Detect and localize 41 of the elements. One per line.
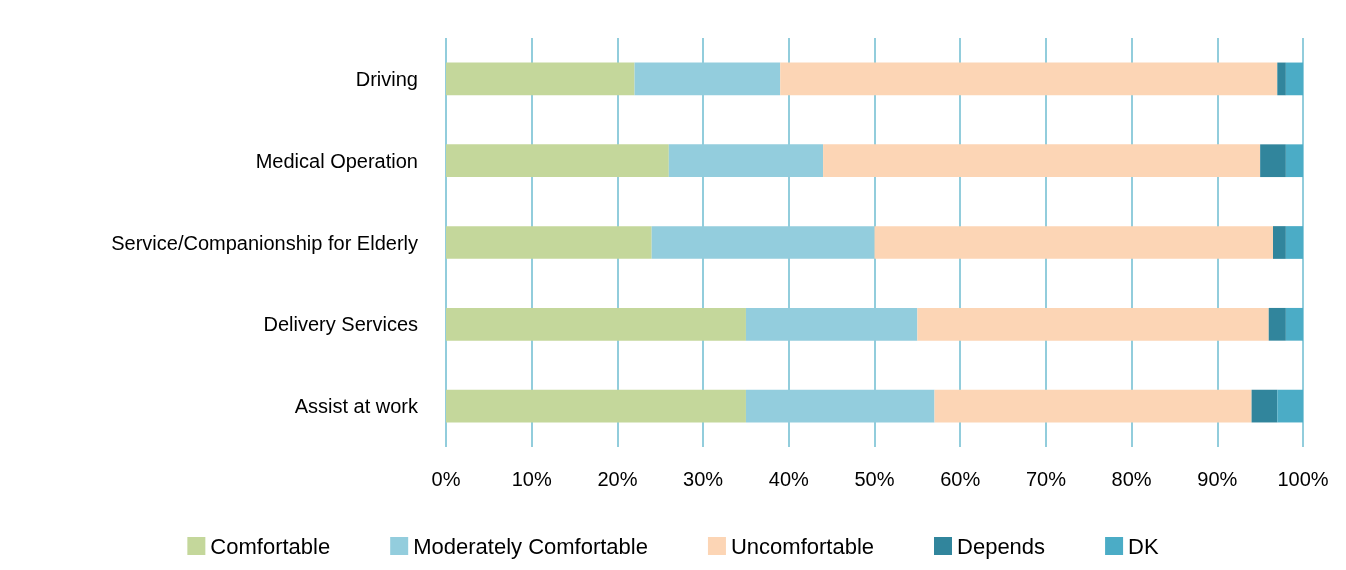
bar [1285,307,1303,341]
y-tick-label: Delivery Services [263,313,418,336]
x-tick-label: 40% [768,468,810,490]
y-tick-label: Medical Operation [255,149,418,172]
bar [1260,144,1286,178]
legend-label: Comfortable [210,533,331,559]
bar [446,307,746,341]
x-tick-label: 0% [431,468,461,490]
legend-label: Moderately Comfortable [413,533,648,559]
legend-label: DK [1128,533,1159,559]
y-tick-label: Driving [355,67,418,90]
x-tick-label: 100% [1277,468,1329,490]
bar [446,62,635,96]
x-tick-label: 80% [1111,468,1152,490]
bar [1251,389,1278,423]
bar [446,389,746,423]
x-tick-label: 70% [1025,468,1067,490]
bar [1285,62,1303,96]
bar [446,226,652,259]
bar [1273,226,1286,259]
bar [1268,307,1286,341]
bar [823,144,1261,178]
bar [446,144,669,178]
x-tick-label: 50% [854,468,895,490]
y-tick-label: Service/Companionship for Elderly [111,231,418,254]
bar [874,226,1274,259]
x-tick-label: 30% [683,468,724,490]
legend-label: Uncomfortable [730,533,875,559]
x-tick-label: 90% [1197,468,1238,490]
bar [1285,226,1303,259]
bar [1277,389,1303,423]
bar [917,307,1269,341]
y-tick-label: Assist at work [294,395,419,418]
bar [1277,62,1286,96]
bar [1285,144,1303,178]
bar [934,389,1252,423]
legend-label: Depends [957,533,1046,559]
x-tick-label: 20% [597,468,638,490]
x-tick-label: 60% [940,468,981,490]
bar [780,62,1278,96]
x-tick-label: 10% [511,468,552,490]
